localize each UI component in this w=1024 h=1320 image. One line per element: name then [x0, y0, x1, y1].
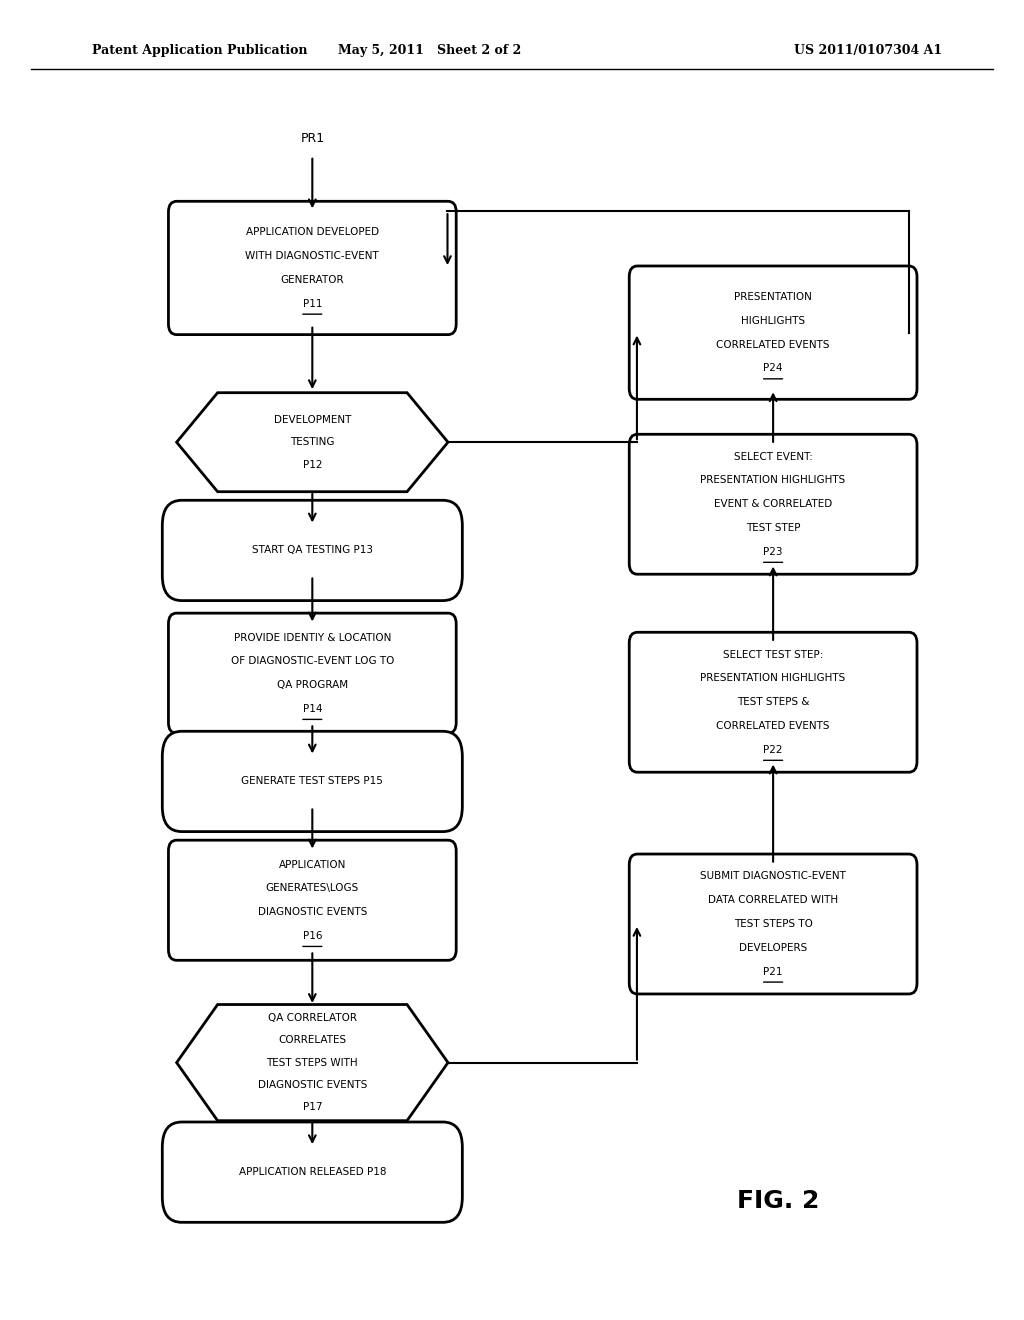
Text: TESTING: TESTING [290, 437, 335, 447]
Text: DIAGNOSTIC EVENTS: DIAGNOSTIC EVENTS [258, 907, 367, 917]
Text: PRESENTATION HIGHLIGHTS: PRESENTATION HIGHLIGHTS [700, 673, 846, 684]
Text: DIAGNOSTIC EVENTS: DIAGNOSTIC EVENTS [258, 1080, 367, 1090]
Text: APPLICATION RELEASED P18: APPLICATION RELEASED P18 [239, 1167, 386, 1177]
Text: May 5, 2011   Sheet 2 of 2: May 5, 2011 Sheet 2 of 2 [339, 44, 521, 57]
Text: APPLICATION: APPLICATION [279, 859, 346, 870]
Text: TEST STEPS WITH: TEST STEPS WITH [266, 1057, 358, 1068]
Text: US 2011/0107304 A1: US 2011/0107304 A1 [794, 44, 942, 57]
Text: EVENT & CORRELATED: EVENT & CORRELATED [714, 499, 833, 510]
Text: GENERATES\LOGS: GENERATES\LOGS [265, 883, 359, 894]
Text: CORRELATED EVENTS: CORRELATED EVENTS [717, 721, 829, 731]
FancyBboxPatch shape [629, 632, 918, 772]
Text: P11: P11 [302, 298, 323, 309]
Text: P16: P16 [302, 931, 323, 941]
Text: CORRELATES: CORRELATES [279, 1035, 346, 1045]
Text: P21: P21 [763, 966, 783, 977]
Text: HIGHLIGHTS: HIGHLIGHTS [741, 315, 805, 326]
Text: TEST STEPS TO: TEST STEPS TO [733, 919, 813, 929]
Text: P14: P14 [302, 704, 323, 714]
FancyBboxPatch shape [162, 731, 463, 832]
Text: P23: P23 [763, 546, 783, 557]
Text: DEVELOPMENT: DEVELOPMENT [273, 414, 351, 425]
Text: PROVIDE IDENTIY & LOCATION: PROVIDE IDENTIY & LOCATION [233, 632, 391, 643]
Text: QA CORRELATOR: QA CORRELATOR [268, 1012, 356, 1023]
Text: P22: P22 [763, 744, 783, 755]
Text: P17: P17 [302, 1102, 323, 1113]
FancyBboxPatch shape [168, 612, 457, 734]
Text: START QA TESTING P13: START QA TESTING P13 [252, 545, 373, 556]
Text: APPLICATION DEVELOPED: APPLICATION DEVELOPED [246, 227, 379, 238]
Text: SELECT TEST STEP:: SELECT TEST STEP: [723, 649, 823, 660]
Text: P12: P12 [302, 459, 323, 470]
FancyBboxPatch shape [162, 1122, 463, 1222]
Text: WITH DIAGNOSTIC-EVENT: WITH DIAGNOSTIC-EVENT [246, 251, 379, 261]
Polygon shape [176, 1005, 449, 1121]
FancyBboxPatch shape [629, 854, 918, 994]
Text: TEST STEP: TEST STEP [745, 523, 801, 533]
Text: CORRELATED EVENTS: CORRELATED EVENTS [717, 339, 829, 350]
Text: PRESENTATION HIGHLIGHTS: PRESENTATION HIGHLIGHTS [700, 475, 846, 486]
Text: DEVELOPERS: DEVELOPERS [739, 942, 807, 953]
FancyBboxPatch shape [168, 840, 457, 961]
Text: DATA CORRELATED WITH: DATA CORRELATED WITH [708, 895, 839, 906]
Text: PR1: PR1 [300, 132, 325, 145]
Text: PRESENTATION: PRESENTATION [734, 292, 812, 302]
Text: QA PROGRAM: QA PROGRAM [276, 680, 348, 690]
Text: OF DIAGNOSTIC-EVENT LOG TO: OF DIAGNOSTIC-EVENT LOG TO [230, 656, 394, 667]
FancyBboxPatch shape [629, 267, 918, 399]
Text: SELECT EVENT:: SELECT EVENT: [733, 451, 813, 462]
Text: Patent Application Publication: Patent Application Publication [92, 44, 307, 57]
Text: P24: P24 [763, 363, 783, 374]
Polygon shape [176, 393, 449, 491]
Text: TEST STEPS &: TEST STEPS & [737, 697, 809, 708]
Text: GENERATE TEST STEPS P15: GENERATE TEST STEPS P15 [242, 776, 383, 787]
Text: SUBMIT DIAGNOSTIC-EVENT: SUBMIT DIAGNOSTIC-EVENT [700, 871, 846, 882]
FancyBboxPatch shape [168, 201, 457, 334]
FancyBboxPatch shape [162, 500, 463, 601]
Text: GENERATOR: GENERATOR [281, 275, 344, 285]
FancyBboxPatch shape [629, 434, 918, 574]
Text: FIG. 2: FIG. 2 [737, 1189, 819, 1213]
